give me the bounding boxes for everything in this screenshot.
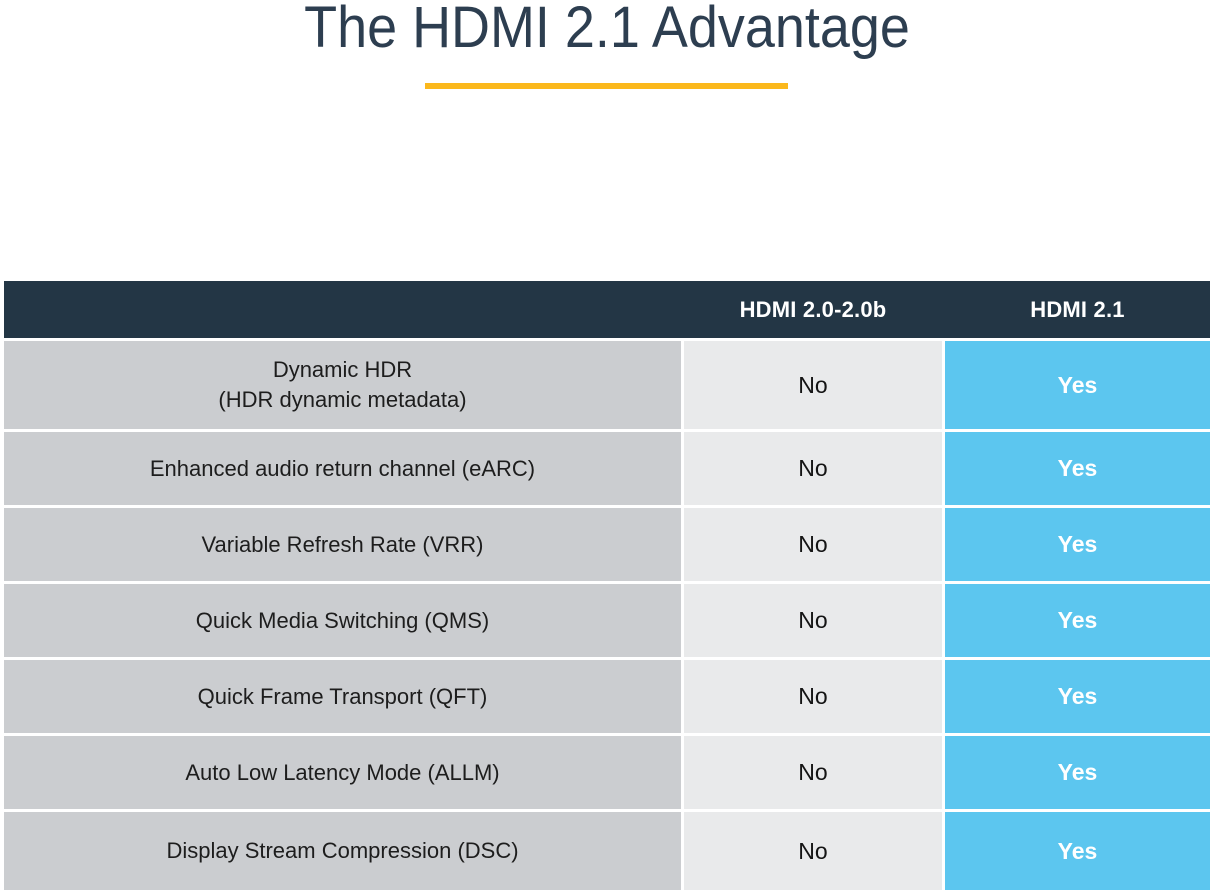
hdmi21-value-cell: Yes: [945, 736, 1210, 809]
hdmi21-value-cell: Yes: [945, 432, 1210, 505]
feature-cell: Display Stream Compression (DSC): [4, 812, 681, 890]
feature-label-line1: Dynamic HDR: [272, 357, 413, 383]
table-row-qft: Quick Frame Transport (QFT) No Yes: [4, 660, 1210, 733]
hdmi21-value-cell: Yes: [945, 508, 1210, 581]
hdmi20-value-cell: No: [684, 341, 942, 429]
table-row-dsc: Display Stream Compression (DSC) No Yes: [4, 812, 1210, 890]
feature-cell: Auto Low Latency Mode (ALLM): [4, 736, 681, 809]
table-header-row: HDMI 2.0-2.0b HDMI 2.1: [4, 281, 1210, 338]
feature-cell: Quick Frame Transport (QFT): [4, 660, 681, 733]
column-header-feature: [4, 281, 681, 338]
feature-cell: Variable Refresh Rate (VRR): [4, 508, 681, 581]
table-row-earc: Enhanced audio return channel (eARC) No …: [4, 432, 1210, 505]
feature-cell: Enhanced audio return channel (eARC): [4, 432, 681, 505]
table-row-allm: Auto Low Latency Mode (ALLM) No Yes: [4, 736, 1210, 809]
hdmi20-value-cell: No: [684, 736, 942, 809]
hdmi21-value-cell: Yes: [945, 584, 1210, 657]
hdmi20-value-cell: No: [684, 812, 942, 890]
table-row-qms: Quick Media Switching (QMS) No Yes: [4, 584, 1210, 657]
hdmi20-value-cell: No: [684, 584, 942, 657]
title-underline: [425, 83, 788, 89]
hdmi20-value-cell: No: [684, 432, 942, 505]
table-row-vrr: Variable Refresh Rate (VRR) No Yes: [4, 508, 1210, 581]
column-header-hdmi-2-0: HDMI 2.0-2.0b: [739, 296, 887, 322]
comparison-table: HDMI 2.0-2.0b HDMI 2.1 Dynamic HDR (HDR …: [4, 281, 1210, 890]
hdmi20-value-cell: No: [684, 508, 942, 581]
hdmi21-value-cell: Yes: [945, 660, 1210, 733]
hdmi21-value-cell: Yes: [945, 812, 1210, 890]
hdmi20-value-cell: No: [684, 660, 942, 733]
table-row-dynamic-hdr: Dynamic HDR (HDR dynamic metadata) No Ye…: [4, 341, 1210, 429]
column-header-hdmi-2-1: HDMI 2.1: [1030, 296, 1125, 322]
feature-label-line2: (HDR dynamic metadata): [218, 387, 467, 412]
feature-cell: Dynamic HDR (HDR dynamic metadata): [4, 341, 681, 429]
hdmi21-value-cell: Yes: [945, 341, 1210, 429]
page-title: The HDMI 2.1 Advantage: [304, 0, 910, 60]
feature-cell: Quick Media Switching (QMS): [4, 584, 681, 657]
